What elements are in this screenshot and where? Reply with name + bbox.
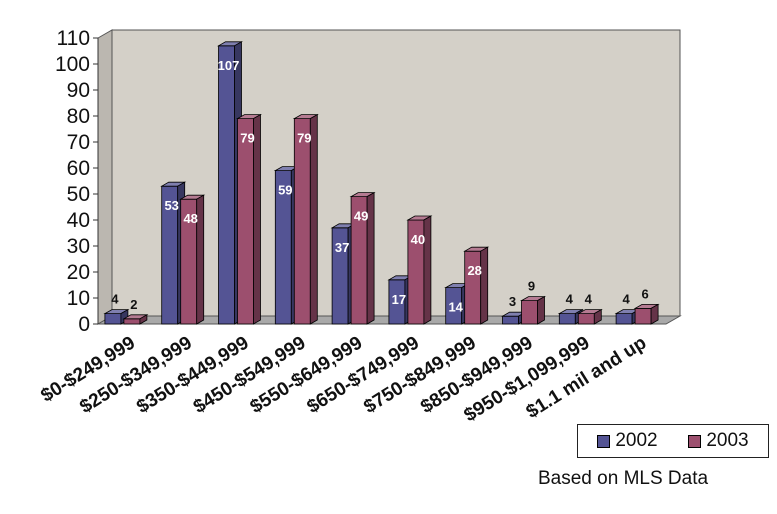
bar-side: [537, 295, 545, 325]
y-tick-label: 110: [57, 27, 90, 50]
data-label-2003-1: 48: [183, 211, 197, 226]
bar-front: [293, 118, 311, 325]
y-tick-label: 20: [67, 261, 90, 284]
data-label-2002-5: 17: [392, 292, 406, 307]
data-label-2002-2: 107: [218, 58, 240, 73]
bar-side: [253, 113, 261, 325]
data-label-2003-3: 79: [297, 131, 311, 146]
bar-side: [139, 314, 148, 325]
bar-front: [577, 313, 595, 325]
legend: 2002 2003: [577, 424, 769, 458]
y-tick-label: 80: [67, 105, 90, 128]
data-label-2002-4: 37: [335, 240, 349, 255]
y-tick-label: 40: [67, 209, 90, 232]
data-label-2003-2: 79: [240, 131, 254, 146]
data-label-2002-8: 4: [566, 292, 574, 307]
data-label-2002-7: 3: [509, 294, 516, 309]
bar-front: [521, 300, 538, 325]
bar-side: [309, 113, 318, 325]
bar-front: [237, 118, 254, 325]
data-label-2003-4: 49: [354, 209, 368, 224]
data-label-2003-0: 2: [130, 297, 137, 312]
bars: [103, 41, 660, 325]
legend-label-2003: 2003: [706, 430, 749, 451]
bar-front: [615, 313, 633, 325]
data-label-2002-9: 4: [622, 292, 630, 307]
y-tick-label: 50: [67, 183, 90, 206]
y-tick-label: 30: [67, 235, 90, 258]
bar-2003-8: [576, 308, 603, 325]
bar-2003-5: [406, 215, 433, 325]
bar-front: [464, 250, 482, 325]
data-label-2002-3: 59: [278, 183, 292, 198]
y-tick-label: 100: [55, 53, 90, 76]
bar-side: [480, 246, 489, 325]
data-label-2003-5: 40: [411, 232, 425, 247]
bar-front: [123, 318, 141, 325]
bar-2003-6: [463, 246, 490, 325]
bar-2003-2: [235, 113, 263, 325]
data-label-2003-8: 4: [585, 292, 593, 307]
bar-2003-0: [122, 314, 149, 325]
legend-item-2003: 2003: [688, 430, 749, 452]
side-wall: [97, 29, 113, 325]
bar-front: [558, 313, 576, 325]
data-label-2003-6: 28: [467, 263, 481, 278]
bar-2003-7: [519, 295, 547, 325]
legend-label-2002: 2002: [615, 430, 658, 451]
data-label-2002-6: 14: [448, 300, 463, 315]
bar-side: [650, 303, 659, 325]
source-note: Based on MLS Data: [538, 468, 709, 489]
bar-2003-3: [292, 113, 319, 325]
y-tick-label: 0: [78, 313, 90, 336]
y-axis-ticks: 0 10 20 30 40 50 60 70 80 90 100 110: [55, 27, 98, 336]
y-tick-label: 90: [67, 79, 90, 102]
bar-front: [218, 45, 235, 325]
y-tick-label: 10: [67, 287, 90, 310]
y-tick-label: 70: [67, 131, 90, 154]
y-tick-label: 60: [67, 157, 90, 180]
data-label-2002-1: 53: [164, 198, 178, 213]
bar-side: [593, 308, 602, 325]
bar-front: [502, 315, 519, 325]
bar-2003-9: [633, 303, 660, 325]
bar-front: [634, 307, 652, 325]
x-axis-categories: $0-$249,999$250-$349,999$350-$449,999$45…: [37, 332, 650, 426]
data-label-2003-7: 9: [528, 279, 535, 294]
bar-side: [423, 215, 432, 325]
legend-item-2002: 2002: [597, 430, 658, 452]
legend-swatch-2003: [688, 434, 702, 448]
bar-2003-1: [179, 194, 206, 325]
data-label-2003-9: 6: [641, 286, 648, 301]
bar-front: [104, 313, 122, 325]
legend-swatch-2002: [597, 434, 611, 448]
bar-side: [366, 191, 375, 325]
data-label-2002-0: 4: [111, 292, 119, 307]
bar-side: [196, 194, 205, 325]
bar-2003-4: [349, 191, 376, 325]
